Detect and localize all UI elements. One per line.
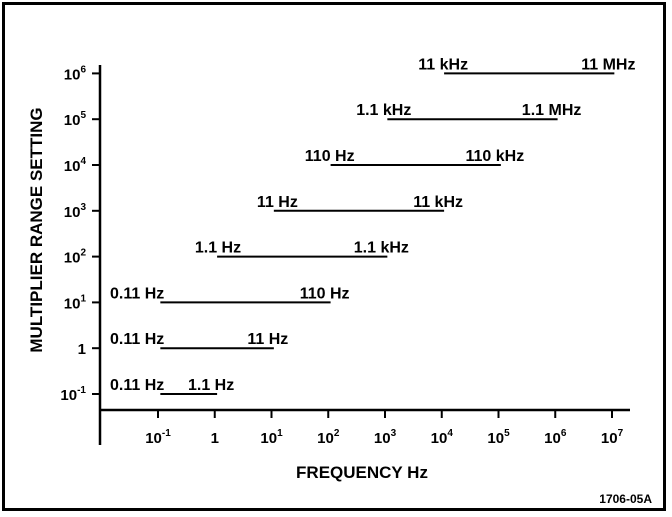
- range-high-label: 110 Hz: [300, 285, 350, 302]
- y-tick-label: 106: [64, 64, 87, 83]
- range-high-label: 1.1 MHz: [522, 102, 582, 119]
- y-axis-title: MULTIPLIER RANGE SETTING: [27, 107, 46, 352]
- range-low-label: 1.1 kHz: [356, 102, 411, 119]
- y-tick-label: 1: [78, 341, 86, 358]
- x-tick-label: 106: [544, 428, 567, 447]
- y-tick-label: 105: [64, 110, 87, 129]
- figure-id: 1706-05A: [599, 492, 652, 506]
- range-low-label: 11 Hz: [257, 194, 298, 211]
- y-tick-label: 103: [64, 202, 87, 221]
- y-ticks: 10-1 1 101 102 103 104 105 106: [60, 64, 100, 404]
- x-ticks: 10-1 1 101 102 103 104 105 106 107: [145, 410, 624, 447]
- range-low-label: 11 kHz: [418, 56, 468, 73]
- y-tick-label: 102: [64, 248, 87, 267]
- range-high-label: 1.1 kHz: [354, 240, 409, 257]
- x-tick-label: 10-1: [145, 428, 171, 447]
- range-low-label: 0.11 Hz: [110, 377, 164, 394]
- axes: [98, 65, 630, 445]
- range-high-label: 11 MHz: [581, 56, 635, 73]
- y-tick-label: 104: [64, 156, 87, 175]
- x-tick-label: 105: [487, 428, 510, 447]
- x-tick-label: 107: [601, 428, 624, 447]
- range-low-label: 0.11 Hz: [110, 285, 164, 302]
- range-high-label: 11 Hz: [247, 331, 288, 348]
- range-high-label: 11 kHz: [413, 194, 463, 211]
- x-tick-label: 101: [260, 428, 283, 447]
- range-high-label: 1.1 Hz: [188, 377, 234, 394]
- y-tick-label: 101: [64, 293, 87, 312]
- x-tick-label: 1: [211, 430, 219, 447]
- x-tick-label: 102: [317, 428, 340, 447]
- range-low-label: 1.1 Hz: [195, 240, 241, 257]
- range-low-label: 0.11 Hz: [110, 331, 164, 348]
- range-high-label: 110 kHz: [465, 148, 524, 165]
- x-tick-label: 104: [431, 428, 454, 447]
- range-low-label: 110 Hz: [305, 148, 355, 165]
- x-axis-title: FREQUENCY Hz: [296, 463, 428, 482]
- figure-frame: [2, 2, 666, 511]
- range-bars: 11 kHz 11 MHz 1.1 kHz 1.1 MHz 110 Hz 110 kHz 1…: [110, 56, 635, 395]
- x-tick-label: 103: [374, 428, 397, 447]
- y-tick-label: 10-1: [60, 385, 86, 404]
